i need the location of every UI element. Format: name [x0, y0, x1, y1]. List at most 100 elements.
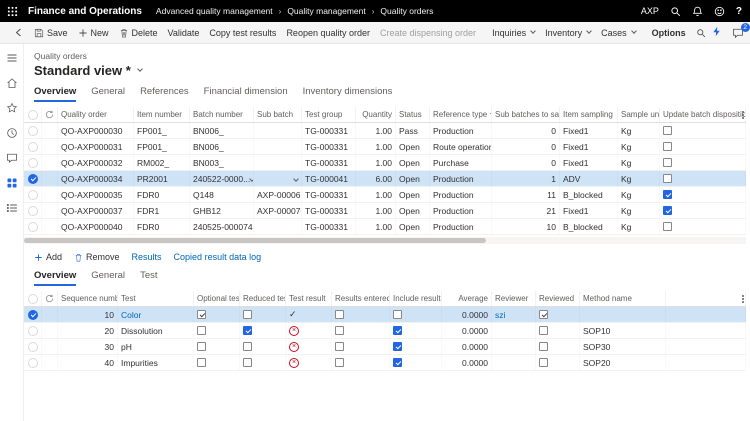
optional-test-checkbox[interactable] — [197, 342, 206, 351]
cell-batch-number[interactable]: BN003_ — [190, 155, 254, 170]
row-select-checkbox[interactable] — [27, 309, 38, 320]
cell-item-sampling[interactable]: Fixed1 — [560, 123, 618, 138]
update-batch-disposition-checkbox[interactable] — [663, 126, 672, 135]
cell-test-link[interactable]: Color — [121, 309, 142, 320]
cell-quality-order[interactable]: QO-AXP000030 — [58, 123, 134, 138]
table-row[interactable]: 20 Dissolution 0.0000 SOP10 — [24, 323, 746, 339]
remove-button[interactable]: Remove — [74, 252, 120, 262]
scrollbar-thumb[interactable] — [24, 238, 487, 243]
table-row[interactable]: QO-AXP000031 FP001_ BN006_ TG-000331 1.0… — [24, 139, 746, 155]
col-include-results[interactable]: Include results — [390, 291, 442, 306]
col-status[interactable]: Status — [396, 107, 430, 122]
results-entered-checkbox[interactable] — [335, 358, 344, 367]
copy-test-results-button[interactable]: Copy test results — [209, 27, 277, 38]
cell-reviewer[interactable] — [492, 323, 536, 338]
row-select-checkbox[interactable] — [27, 189, 38, 200]
app-title[interactable]: Finance and Operations — [28, 5, 142, 17]
cell-item-sampling[interactable]: ADV — [560, 171, 618, 186]
cell-reviewer-link[interactable]: szi — [495, 309, 506, 320]
cell-reference-type[interactable]: Production — [430, 123, 492, 138]
cell-sub-batch[interactable] — [254, 123, 302, 138]
cell-reviewer[interactable] — [492, 339, 536, 354]
cell-sub-batches-to-sample[interactable]: 11 — [492, 187, 560, 202]
cell-test-group[interactable]: TG-000331 — [302, 187, 356, 202]
cell-test-group[interactable]: TG-000041 — [302, 171, 356, 186]
cell-batch-number[interactable]: BN006_ — [190, 123, 254, 138]
table-row-selected[interactable]: 10 Color 0.0000 szi — [24, 307, 746, 323]
cell-test-group[interactable]: TG-000331 — [302, 219, 356, 234]
cell-test-group[interactable]: TG-000331 — [302, 155, 356, 170]
col-test-group[interactable]: Test group — [302, 107, 356, 122]
cell-reference-type[interactable]: Production — [430, 219, 492, 234]
row-select-checkbox[interactable] — [27, 157, 38, 168]
cell-reference-type[interactable]: Production — [430, 203, 492, 218]
col-results-entered[interactable]: Results entered — [332, 291, 390, 306]
save-button[interactable]: Save — [29, 22, 73, 44]
cell-sub-batch[interactable] — [254, 139, 302, 154]
table-row-selected[interactable]: QO-AXP000034 PR2001 240522-0000... TG-00… — [24, 171, 746, 187]
cell-sequence-number[interactable]: 10 — [58, 307, 118, 322]
cell-average[interactable]: 0.0000 — [442, 307, 492, 322]
col-quality-order[interactable]: Quality order — [58, 107, 134, 122]
cell-average[interactable]: 0.0000 — [442, 339, 492, 354]
cell-sample-unit[interactable]: Kg — [618, 123, 660, 138]
table-row[interactable]: QO-AXP000035 FDR0 Q148 AXP-000067 TG-000… — [24, 187, 746, 203]
refresh-icon[interactable] — [42, 291, 58, 306]
cell-status[interactable]: Open — [396, 171, 430, 186]
update-batch-disposition-checkbox[interactable] — [663, 158, 672, 167]
include-results-checkbox[interactable] — [393, 358, 402, 367]
cell-quantity[interactable]: 1.00 — [356, 155, 396, 170]
results-entered-checkbox[interactable] — [335, 342, 344, 351]
cell-average[interactable]: 0.0000 — [442, 323, 492, 338]
cell-test[interactable]: Impurities — [118, 355, 194, 370]
cell-quantity[interactable]: 1.00 — [356, 187, 396, 202]
col-reference-type[interactable]: Reference type — [430, 107, 492, 122]
reduced-test-checkbox[interactable] — [243, 358, 252, 367]
cell-sub-batches-to-sample[interactable]: 0 — [492, 155, 560, 170]
inventory-menu-button[interactable]: Inventory — [540, 22, 596, 44]
cell-quantity[interactable]: 1.00 — [356, 139, 396, 154]
table-row[interactable]: QO-AXP000037 FDR1 GHB12 AXP-000070 TG-00… — [24, 203, 746, 219]
search-icon[interactable] — [670, 6, 681, 17]
inquiries-menu-button[interactable]: Inquiries — [487, 22, 540, 44]
cell-status[interactable]: Open — [396, 155, 430, 170]
include-results-checkbox[interactable] — [393, 342, 402, 351]
home-icon[interactable] — [4, 76, 20, 90]
cell-test-group[interactable]: TG-000331 — [302, 139, 356, 154]
column-options-icon[interactable] — [742, 111, 744, 113]
cell-sub-batch[interactable] — [254, 219, 302, 234]
cell-item-number[interactable]: FDR1 — [134, 203, 190, 218]
cell-status[interactable]: Open — [396, 187, 430, 202]
breadcrumb-item[interactable]: Quality management — [287, 6, 366, 16]
col-method-name[interactable]: Method name — [580, 291, 666, 306]
cell-batch-number[interactable]: 240525-000074 — [190, 219, 254, 234]
col-update-batch-disposition[interactable]: Update batch disposition — [660, 107, 746, 122]
cell-sub-batch[interactable] — [254, 171, 302, 186]
results-entered-checkbox[interactable] — [335, 310, 344, 319]
col-reduced-test[interactable]: Reduced test — [240, 291, 286, 306]
cell-sequence-number[interactable]: 20 — [58, 323, 118, 338]
cell-sub-batches-to-sample[interactable]: 10 — [492, 219, 560, 234]
include-results-checkbox[interactable] — [393, 326, 402, 335]
cell-test-group[interactable]: TG-000331 — [302, 123, 356, 138]
tests-tab-general[interactable]: General — [91, 270, 126, 281]
delete-button[interactable]: Delete — [114, 22, 163, 44]
optional-test-checkbox[interactable] — [197, 310, 206, 319]
reopen-quality-order-button[interactable]: Reopen quality order — [286, 27, 370, 38]
cell-sub-batches-to-sample[interactable]: 0 — [492, 123, 560, 138]
tests-tab-test[interactable]: Test — [140, 270, 158, 281]
cell-reference-type[interactable]: Route operation — [430, 139, 492, 154]
reviewed-checkbox[interactable] — [539, 358, 548, 367]
cell-batch-number[interactable]: GHB12 — [190, 203, 254, 218]
horizontal-scrollbar[interactable] — [24, 237, 746, 244]
cell-quantity[interactable]: 1.00 — [356, 123, 396, 138]
cases-menu-button[interactable]: Cases — [596, 22, 641, 44]
optional-test-checkbox[interactable] — [197, 358, 206, 367]
cell-batch-number[interactable]: Q148 — [190, 187, 254, 202]
col-reviewed[interactable]: Reviewed — [536, 291, 580, 306]
tab-inventory-dimensions[interactable]: Inventory dimensions — [302, 86, 393, 97]
back-button[interactable] — [8, 22, 29, 44]
cell-quality-order[interactable]: QO-AXP000032 — [58, 155, 134, 170]
col-sequence-number[interactable]: Sequence number — [58, 291, 118, 306]
results-button[interactable]: Results — [131, 252, 162, 262]
